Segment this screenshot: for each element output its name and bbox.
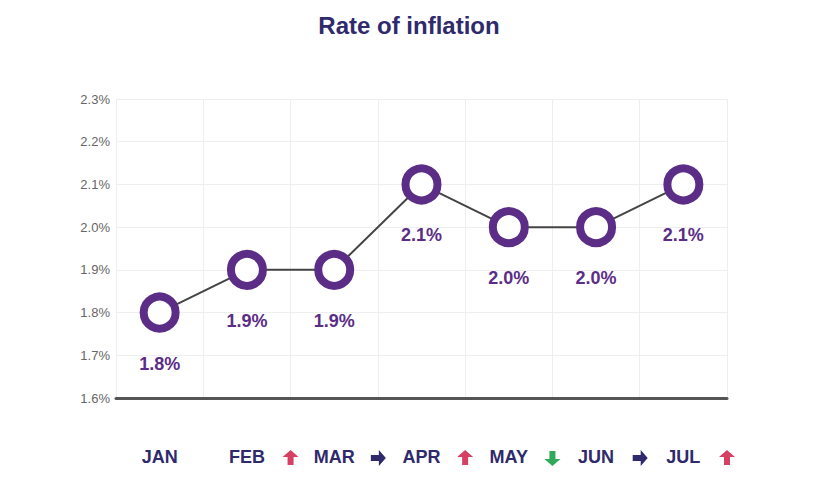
- svg-text:1.9%: 1.9%: [226, 311, 267, 331]
- svg-text:2.1%: 2.1%: [401, 225, 442, 245]
- svg-text:2.3%: 2.3%: [80, 92, 110, 107]
- svg-text:2.0%: 2.0%: [576, 268, 617, 288]
- svg-text:2.0%: 2.0%: [488, 268, 529, 288]
- svg-text:JAN: JAN: [142, 447, 178, 467]
- svg-text:1.7%: 1.7%: [80, 348, 110, 363]
- svg-text:1.8%: 1.8%: [139, 354, 180, 374]
- svg-text:2.1%: 2.1%: [80, 177, 110, 192]
- svg-text:JUL: JUL: [666, 447, 700, 467]
- svg-text:1.9%: 1.9%: [314, 311, 355, 331]
- svg-text:1.6%: 1.6%: [80, 391, 110, 406]
- svg-text:JUN: JUN: [578, 447, 614, 467]
- svg-text:2.2%: 2.2%: [80, 134, 110, 149]
- svg-text:MAR: MAR: [314, 447, 355, 467]
- svg-text:2.1%: 2.1%: [663, 225, 704, 245]
- svg-text:MAY: MAY: [490, 447, 528, 467]
- svg-text:1.8%: 1.8%: [80, 305, 110, 320]
- svg-text:1.9%: 1.9%: [80, 262, 110, 277]
- svg-text:FEB: FEB: [229, 447, 265, 467]
- svg-text:APR: APR: [402, 447, 440, 467]
- svg-text:2.0%: 2.0%: [80, 220, 110, 235]
- svg-text:Rate of inflation: Rate of inflation: [318, 12, 499, 39]
